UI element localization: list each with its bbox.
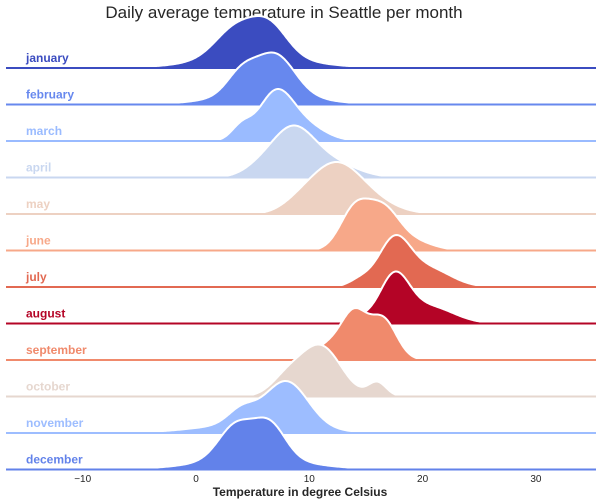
month-label-january: january — [25, 51, 69, 65]
month-label-february: february — [26, 88, 74, 102]
ridge-area-april — [6, 125, 596, 178]
month-label-april: april — [26, 161, 51, 175]
ridge-area-november — [6, 381, 596, 433]
x-tick-label: 30 — [530, 474, 542, 485]
ridge-september: september — [6, 306, 596, 361]
x-tick-label: 20 — [417, 474, 429, 485]
ridge-area-january — [6, 16, 596, 68]
ridge-december: december — [6, 416, 596, 471]
ridge-february: february — [6, 51, 596, 106]
x-tick-label: 0 — [193, 474, 199, 485]
month-label-december: december — [26, 453, 83, 467]
ridge-outline-july — [26, 233, 592, 288]
ridge-october: october — [6, 343, 596, 398]
x-axis-ticks: −10 0 10 20 30 — [74, 474, 542, 485]
ridge-november: november — [6, 379, 596, 434]
ridge-july: july — [6, 233, 596, 288]
ridge-area-february — [6, 52, 596, 105]
month-label-august: august — [26, 307, 65, 321]
ridge-january: january — [6, 14, 596, 69]
x-tick-label: −10 — [74, 474, 91, 485]
month-label-july: july — [25, 270, 47, 284]
month-label-march: march — [26, 124, 62, 138]
ridge-area-september — [6, 308, 596, 360]
x-axis-label: Temperature in degree Celsius — [213, 485, 388, 499]
month-label-september: september — [26, 343, 87, 357]
ridge-area-july — [6, 235, 596, 287]
ridge-area-august — [6, 271, 596, 324]
month-label-june: june — [25, 234, 51, 248]
chart-title: Daily average temperature in Seattle per… — [105, 3, 462, 22]
x-tick-label: 10 — [304, 474, 316, 485]
ridge-may: may — [6, 160, 596, 215]
ridge-area-december — [6, 417, 596, 470]
ridge-august: august — [6, 270, 596, 325]
ridge-april: april — [6, 124, 596, 179]
ridge-outline-august — [26, 270, 592, 325]
month-label-november: november — [26, 416, 84, 430]
ridge-area-october — [6, 344, 596, 397]
ridges: january february march april may june july augu… — [6, 14, 596, 471]
ridge-june: june — [6, 197, 596, 252]
month-label-october: october — [26, 380, 70, 394]
ridge-area-march — [6, 89, 596, 141]
month-label-may: may — [26, 197, 50, 211]
